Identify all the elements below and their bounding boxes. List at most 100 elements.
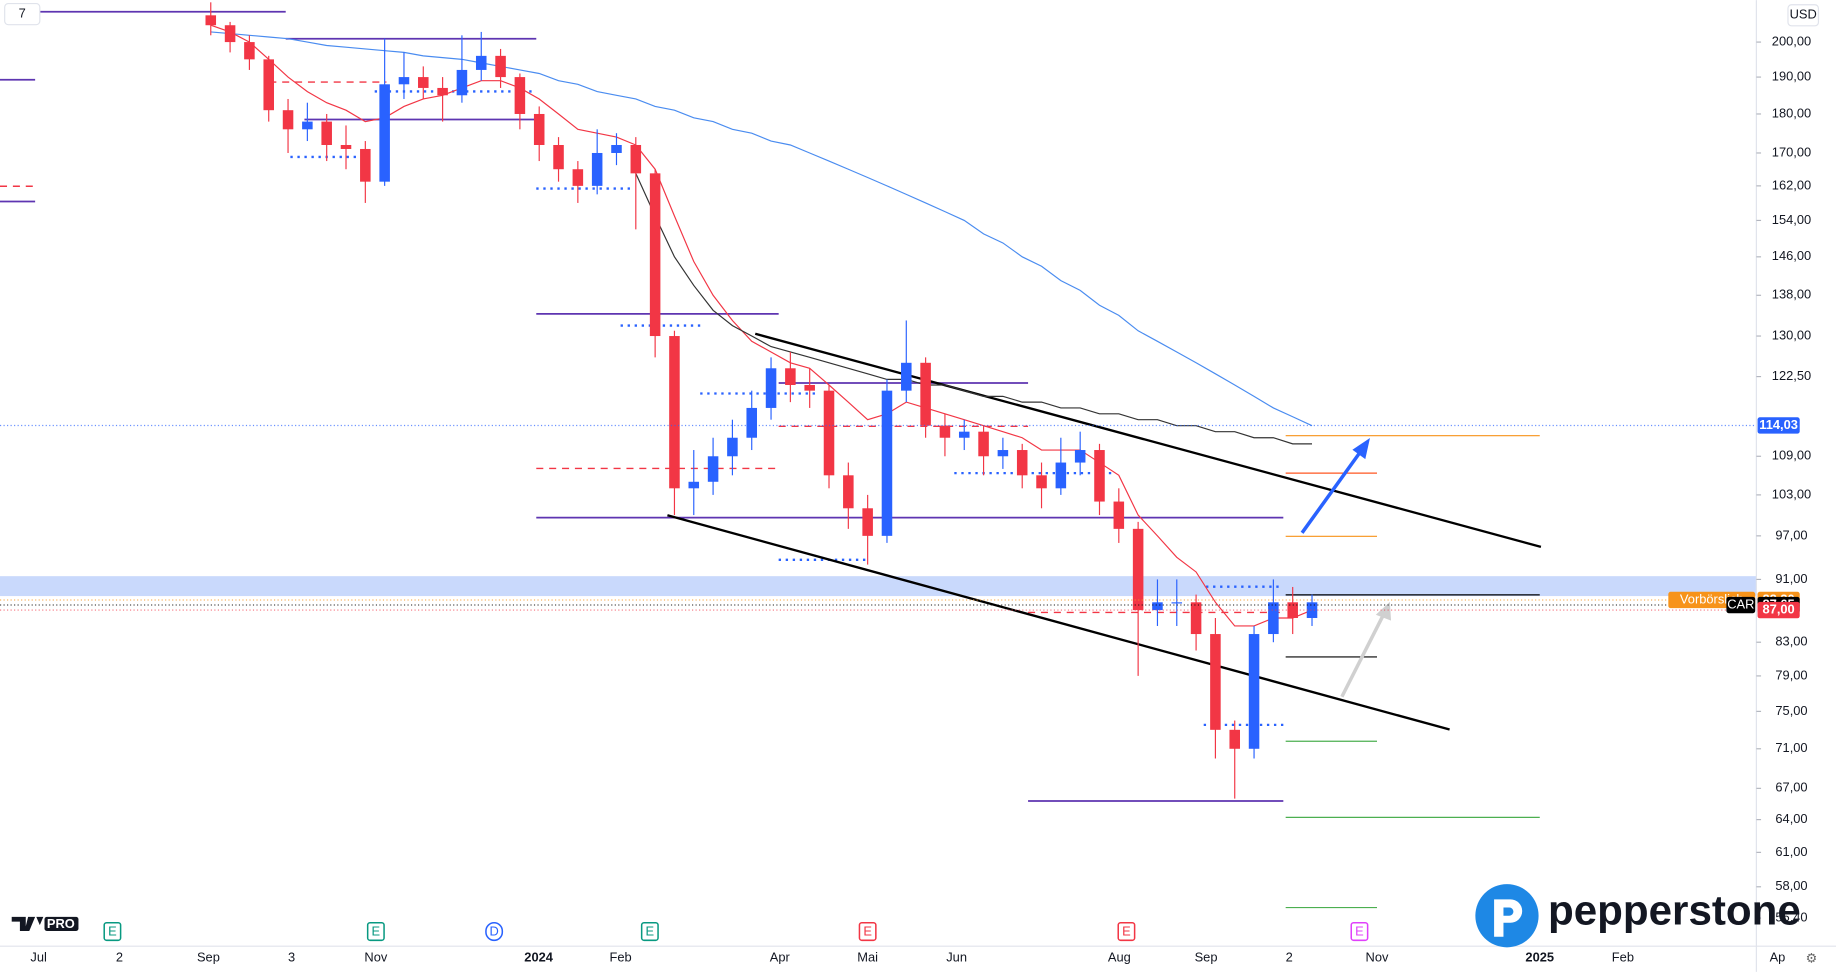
candle-body: [533, 113, 545, 145]
event-badge[interactable]: [1117, 921, 1136, 942]
event-badge[interactable]: [640, 921, 659, 942]
candle-body: [282, 110, 294, 130]
pro-badge: [44, 916, 79, 931]
candle-body: [495, 55, 506, 78]
y-tick-label: 146,00: [1772, 248, 1811, 263]
event-label: D: [489, 924, 498, 939]
y-tick-label: 154,00: [1772, 212, 1811, 227]
candle-body: [862, 508, 873, 536]
x-tick-label: Sep: [1195, 949, 1218, 964]
arrow-head: [1375, 601, 1392, 621]
x-tick-label: Nov: [1366, 949, 1389, 964]
candle-body: [669, 336, 680, 489]
y-tick-label: 64,00: [1775, 811, 1807, 826]
candle-body: [823, 390, 835, 476]
candle-body: [785, 368, 796, 385]
price-tag: [1757, 601, 1800, 619]
y-tick-label: 91,00: [1775, 571, 1807, 586]
event-label: E: [646, 924, 655, 939]
currency-button[interactable]: [1787, 4, 1820, 27]
candle-body: [1036, 475, 1047, 489]
candle-body: [978, 431, 989, 457]
x-axis: Jul 2 Sep 3 Nov 2024 Feb Apr Mai Jun Aug Sep 2 Nov 202…: [30, 921, 1786, 964]
candle-body: [340, 144, 352, 149]
event-badge[interactable]: [366, 921, 385, 942]
x-tick-label: 2024: [524, 949, 553, 964]
candle-body: [205, 15, 217, 26]
candle-body: [1171, 602, 1183, 604]
candle-body: [804, 384, 815, 391]
event-label: E: [108, 924, 117, 939]
y-tick-label: 130,00: [1772, 327, 1811, 342]
x-tick-label: Feb: [1612, 949, 1634, 964]
tv-logo: PRO: [11, 916, 79, 931]
y-tick-label: 83,00: [1775, 634, 1807, 649]
candle-body: [321, 121, 332, 145]
y-axis: 200,00 190,00 180,00 170,00 162,00 154,00 146,…: [1668, 33, 1811, 924]
interval-button[interactable]: [4, 2, 41, 26]
y-tick-label: 97,00: [1775, 527, 1807, 542]
candle-body: [1210, 634, 1221, 730]
tv-mark: [11, 916, 44, 931]
y-tick-label: 55,40: [1775, 909, 1807, 924]
price-tag-name-box: [1726, 596, 1756, 614]
event-badge[interactable]: [485, 921, 504, 942]
candle-body: [572, 169, 584, 186]
candle-body: [224, 25, 236, 43]
channel-line: [754, 332, 1542, 549]
price-tag-name: CAR: [1727, 596, 1754, 611]
y-tick-label: 180,00: [1772, 105, 1811, 120]
y-tick-label: 122,50: [1772, 368, 1811, 383]
x-tick-label: Mai: [857, 949, 878, 964]
event-badge[interactable]: [1350, 921, 1369, 942]
currency-label[interactable]: USD: [1790, 7, 1817, 22]
arrow: [1340, 610, 1387, 698]
moving-average: [210, 31, 1313, 427]
price-tag: [1757, 417, 1800, 434]
candle-body: [688, 481, 700, 489]
y-tick-label: 79,00: [1775, 667, 1807, 682]
x-tick-label: Ap: [1770, 949, 1786, 964]
candle-body: [1229, 729, 1241, 749]
candle-body: [920, 362, 931, 426]
candle-body: [901, 362, 912, 391]
candle-body: [997, 450, 1009, 457]
settings-icon[interactable]: ⚙: [1806, 950, 1818, 965]
price-tag-label: 87,00: [1763, 602, 1795, 617]
interval-label[interactable]: 7: [19, 6, 26, 21]
candle-body: [1074, 450, 1086, 463]
candle-body: [746, 407, 757, 438]
x-tick-label: Jun: [946, 949, 967, 964]
x-tick-label: Sep: [197, 949, 220, 964]
candle-body: [418, 77, 429, 88]
x-tick-label: 2025: [1525, 949, 1554, 964]
candle-body: [591, 152, 603, 186]
x-tick-label: Nov: [364, 949, 387, 964]
y-tick-label: 71,00: [1775, 740, 1807, 755]
y-tick-label: 190,00: [1772, 68, 1811, 83]
arrow: [1300, 443, 1367, 534]
moving-average: [210, 24, 1313, 627]
plot: [0, 2, 1757, 799]
candle-body: [881, 390, 893, 536]
candle-body: [1094, 450, 1105, 502]
candle-body: [707, 456, 719, 482]
candle-body: [843, 475, 854, 509]
candle-body: [1248, 634, 1260, 749]
pro-label: PRO: [47, 916, 75, 931]
event-badge[interactable]: [103, 921, 122, 942]
event-badge[interactable]: [858, 921, 877, 942]
candle-body: [437, 87, 448, 96]
y-tick-label: 170,00: [1772, 144, 1811, 159]
broker-name: pepperstone: [1548, 887, 1801, 934]
candle-body: [398, 77, 410, 85]
arrow-head: [1352, 437, 1370, 460]
candle-body: [1306, 602, 1318, 618]
candle-body: [611, 144, 622, 153]
y-tick-label: 58,00: [1775, 878, 1807, 893]
y-tick-label: 200,00: [1772, 33, 1811, 48]
x-tick-label: Aug: [1108, 949, 1131, 964]
y-tick-label: 138,00: [1772, 287, 1811, 302]
